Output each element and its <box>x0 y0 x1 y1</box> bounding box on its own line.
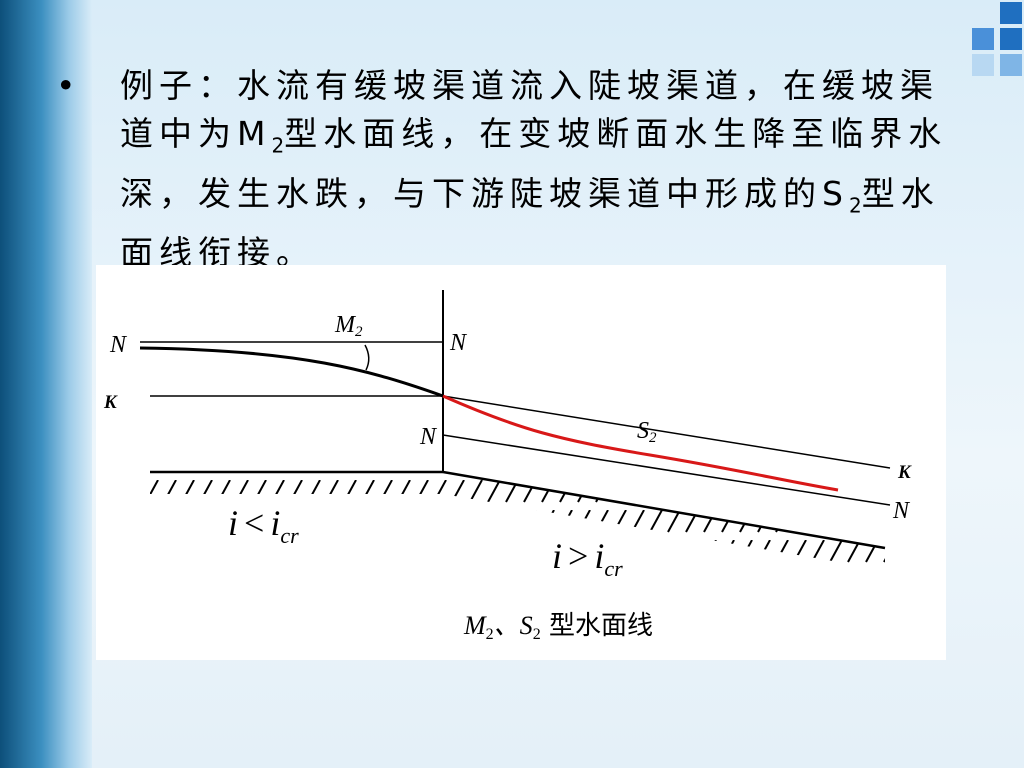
text: 型水面线，在变坡断面水生降至临界水深，发生水跌，与下游陡坡渠道中形成的S <box>120 114 948 213</box>
text: S <box>637 418 649 444</box>
label: S2 <box>637 418 657 446</box>
text: cr <box>280 523 299 548</box>
decor <box>1000 28 1022 50</box>
text: 、S <box>494 611 533 640</box>
text: i <box>552 536 562 576</box>
text: 例子：水流有缓坡渠道流入陡坡渠道，在缓坡渠道中为M <box>120 66 939 153</box>
text: cr <box>604 556 623 581</box>
subscript: 2 <box>271 133 285 158</box>
s2-curve <box>442 394 839 492</box>
label: M2 <box>334 312 363 340</box>
text: 2 <box>533 626 541 643</box>
text: i <box>270 503 280 543</box>
label: K <box>103 392 118 413</box>
text: M <box>463 611 487 640</box>
label: N <box>109 332 128 358</box>
label: N <box>892 498 911 524</box>
text: i <box>594 536 604 576</box>
caption: M2、S2 型水面线 <box>463 611 653 643</box>
diagram-bg <box>96 265 946 660</box>
text: M <box>334 312 357 338</box>
decor <box>972 28 994 50</box>
slope-label: i < icr <box>228 503 299 548</box>
text: 型水面线 <box>541 611 653 641</box>
text: > <box>568 536 588 576</box>
decor <box>972 54 994 76</box>
label: N <box>419 424 438 450</box>
label: K <box>897 462 912 483</box>
decor <box>1000 2 1022 24</box>
text: < <box>244 503 264 543</box>
subscript: 2 <box>848 193 862 218</box>
text: i <box>228 503 238 543</box>
label: N <box>449 330 468 356</box>
text: 2 <box>486 626 494 643</box>
bullet-text: • 例子：水流有缓坡渠道流入陡坡渠道，在缓坡渠道中为M2型水面线，在变坡断面水生降… <box>56 66 948 273</box>
slope-label: i > icr <box>552 536 623 581</box>
text: 2 <box>649 430 657 446</box>
decor <box>1000 54 1022 76</box>
left-bar <box>0 0 92 768</box>
text: 2 <box>355 324 363 340</box>
